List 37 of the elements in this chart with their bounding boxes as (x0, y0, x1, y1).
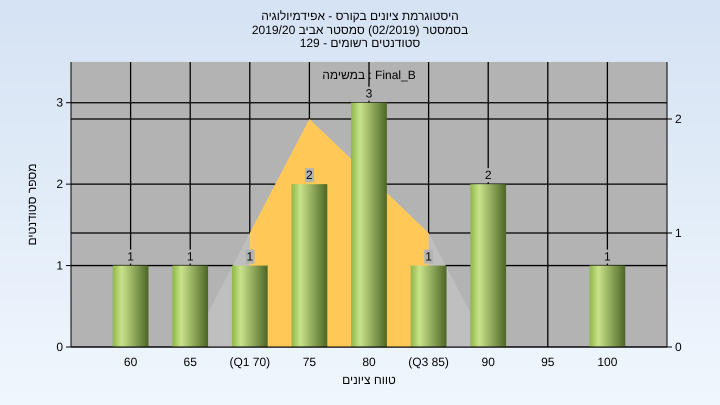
y-tick-label: 1 (56, 258, 64, 273)
bar (292, 184, 328, 347)
x-tick-label: 100 (597, 355, 618, 369)
y-axis-title: מספר סטודנטים (25, 163, 39, 246)
bar (351, 102, 387, 347)
bar (590, 266, 626, 347)
data-label: 1 (425, 250, 432, 264)
bar (112, 266, 148, 347)
x-tick-label: (Q1 70) (229, 355, 270, 369)
data-label: 2 (306, 168, 314, 182)
x-axis-title: טווח ציונים (342, 373, 396, 387)
annotation: במשימה : Final_B (322, 68, 416, 82)
x-tick-label: 80 (362, 355, 376, 369)
data-label: 3 (366, 86, 373, 101)
data-label: 1 (127, 250, 134, 264)
bar (232, 266, 268, 347)
y-tick-label: 2 (56, 177, 64, 192)
y-tick-label: 0 (56, 340, 64, 354)
data-label: 2 (484, 168, 492, 182)
x-tick-label: (Q3 85) (408, 355, 449, 369)
y2-tick-label: 0 (675, 340, 682, 354)
y-tick-label: 3 (56, 96, 64, 110)
data-label: 1 (246, 250, 254, 264)
bar (172, 266, 208, 347)
y2-tick-label: 2 (675, 112, 682, 126)
bar (410, 266, 446, 347)
bar (470, 184, 506, 347)
data-label: 1 (604, 250, 612, 264)
x-tick-label: 75 (302, 355, 316, 369)
data-label: 1 (186, 250, 194, 264)
chart-subtitle: בסמסטר (02/2019) סמסטר אביב 2019/20 סטודנטים רשומים - 129 (252, 23, 468, 50)
y2-tick-label: 1 (675, 226, 682, 240)
x-tick-label: 95 (541, 355, 555, 369)
chart-title: היסטוגרמת ציונים בקורס - אפידמיולוגיה (261, 9, 459, 23)
x-tick-label: 90 (482, 355, 496, 369)
x-tick-label: 65 (184, 355, 198, 369)
x-tick-label: 60 (124, 355, 138, 369)
